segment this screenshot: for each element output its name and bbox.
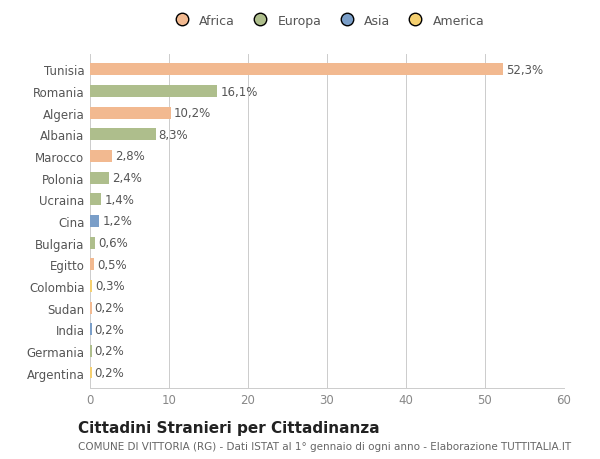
Text: 0,3%: 0,3% [95,280,125,293]
Text: 0,6%: 0,6% [98,236,128,250]
Text: 10,2%: 10,2% [174,107,211,120]
Bar [90,259,94,271]
Text: Cittadini Stranieri per Cittadinanza: Cittadini Stranieri per Cittadinanza [78,420,380,435]
Bar [90,237,95,249]
Text: 1,2%: 1,2% [103,215,133,228]
Bar [90,64,503,76]
Text: 0,5%: 0,5% [97,258,127,271]
Bar [90,129,155,141]
Bar [90,302,92,314]
Text: 0,2%: 0,2% [95,366,124,379]
Bar [90,107,170,119]
Bar [90,172,109,184]
Legend: Africa, Europa, Asia, America: Africa, Europa, Asia, America [169,15,485,28]
Bar [90,367,92,379]
Text: 2,4%: 2,4% [112,172,142,185]
Text: 8,3%: 8,3% [159,129,188,141]
Text: 1,4%: 1,4% [104,193,134,207]
Text: 52,3%: 52,3% [506,64,544,77]
Bar [90,280,92,292]
Bar [90,194,101,206]
Text: 0,2%: 0,2% [95,302,124,314]
Bar [90,86,217,98]
Text: 0,2%: 0,2% [95,323,124,336]
Bar [90,324,92,336]
Text: 2,8%: 2,8% [115,150,145,163]
Text: 16,1%: 16,1% [220,85,258,98]
Text: 0,2%: 0,2% [95,345,124,358]
Text: COMUNE DI VITTORIA (RG) - Dati ISTAT al 1° gennaio di ogni anno - Elaborazione T: COMUNE DI VITTORIA (RG) - Dati ISTAT al … [78,441,571,451]
Bar [90,151,112,162]
Bar [90,216,100,227]
Bar [90,345,92,357]
